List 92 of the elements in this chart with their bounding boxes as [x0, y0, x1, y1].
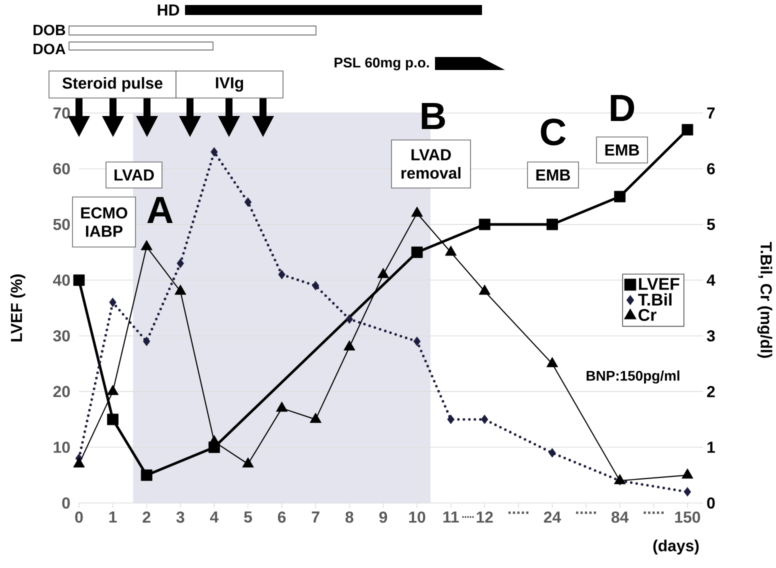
- point: [377, 268, 390, 278]
- x-tick-label: 24: [544, 512, 562, 523]
- annotation: LVAD: [114, 170, 154, 180]
- point: [73, 457, 85, 468]
- x-tick-label: 3: [176, 512, 184, 523]
- point: [447, 414, 454, 424]
- x-tick-label: 5: [244, 512, 252, 523]
- point: [73, 274, 85, 286]
- point: [546, 357, 558, 368]
- y-tick-label: 10: [54, 442, 70, 453]
- y2-tick-label: 7: [707, 108, 715, 118]
- annotation: ECMO IABP: [81, 207, 128, 237]
- x-tick-label: 0: [75, 512, 83, 523]
- legend-label: Cr: [638, 308, 656, 321]
- point: [176, 258, 184, 268]
- x-tick-label: 2: [142, 512, 150, 523]
- annotation: B: [422, 102, 445, 130]
- point: [478, 218, 490, 230]
- point: [174, 284, 186, 295]
- point: [210, 147, 218, 157]
- point: [546, 218, 558, 230]
- point: [684, 487, 692, 497]
- point: [140, 240, 152, 250]
- point: [481, 414, 488, 424]
- x-tick-label: .....: [644, 512, 664, 514]
- x-tick-label: 8: [345, 512, 354, 523]
- y2-tick-label: 4: [706, 274, 716, 286]
- point: [140, 469, 152, 481]
- legend-label: LVEF: [639, 278, 680, 290]
- x-tick-label: 7: [312, 512, 320, 522]
- point: [278, 270, 286, 280]
- annotation: A: [147, 196, 173, 224]
- annotation: C: [540, 118, 566, 146]
- y-tick-label: 70: [53, 107, 70, 119]
- y2-tick-label: 2: [707, 386, 715, 398]
- point: [106, 384, 119, 396]
- point: [682, 468, 694, 479]
- point: [346, 314, 353, 324]
- y-tick-label: 40: [52, 274, 70, 286]
- x-tick-label: 150: [675, 512, 700, 523]
- text: PSL 60mg p.o.: [334, 58, 429, 70]
- point: [107, 414, 119, 426]
- annotation: BNP:150pg/ml: [586, 370, 680, 384]
- point: [614, 190, 626, 202]
- point: [242, 457, 254, 468]
- legend-label: T.Bil: [638, 293, 672, 306]
- point: [548, 448, 556, 458]
- point: [208, 435, 220, 446]
- y2-tick-label: 3: [706, 330, 715, 342]
- x-tick-label: 9: [379, 512, 388, 523]
- annotation: EMB: [536, 170, 570, 180]
- x-axis-title: (days): [653, 540, 699, 555]
- y-tick-label: 50: [53, 218, 70, 230]
- text: Steroid pulse: [62, 77, 162, 92]
- point: [276, 402, 288, 412]
- point: [413, 336, 421, 346]
- y-axis-title: LVEF (%): [10, 274, 26, 342]
- x-tick-label: 4: [210, 512, 219, 522]
- x-tick-label: 84: [611, 512, 629, 523]
- y-tick-label: 30: [53, 330, 70, 342]
- y-tick-label: 20: [53, 386, 70, 398]
- x-tick-label: .....: [508, 512, 528, 514]
- point: [312, 281, 320, 290]
- point: [310, 412, 322, 423]
- y2-tick-label: 1: [708, 442, 715, 453]
- y2-axis-title: T.Bil, Cr (mg/dl): [757, 242, 772, 358]
- point: [411, 246, 423, 258]
- point: [478, 284, 490, 295]
- annotation: D: [610, 94, 634, 122]
- x-tick-label: 11: [443, 512, 459, 522]
- annotation: EMB: [605, 144, 639, 156]
- x-tick-label: 1: [109, 512, 117, 522]
- point: [445, 246, 457, 256]
- annotation: LVAD removal: [401, 149, 460, 179]
- text: HD: [158, 4, 180, 16]
- text: DOA: [34, 44, 66, 54]
- y2-tick-label: 6: [707, 163, 715, 174]
- point: [682, 124, 694, 136]
- point: [109, 298, 116, 308]
- point: [244, 197, 252, 207]
- text: DOB: [34, 24, 66, 36]
- text: IVIg: [216, 77, 244, 92]
- y2-tick-label: 5: [707, 218, 715, 230]
- x-tick-label: 12: [476, 512, 493, 523]
- point: [344, 340, 356, 350]
- y-tick-label: 60: [53, 163, 70, 174]
- x-tick-label: .....: [576, 512, 596, 514]
- x-tick-label: 6: [278, 512, 286, 523]
- point: [143, 336, 150, 346]
- point: [411, 206, 423, 217]
- x-tick-label: 10: [409, 512, 426, 523]
- point: [614, 474, 626, 484]
